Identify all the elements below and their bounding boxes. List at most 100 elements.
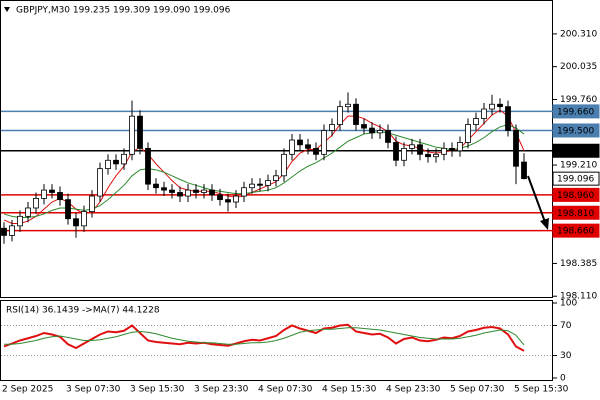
candle-body <box>265 180 271 186</box>
candle-body <box>1 227 7 236</box>
candle-body <box>145 147 151 185</box>
y-tick-label: 198.110 <box>560 292 597 302</box>
y-tick-label: 200.035 <box>560 62 597 72</box>
candle-body <box>297 139 303 146</box>
level-label-box <box>552 123 600 138</box>
candle-body <box>129 115 135 155</box>
level-label: 199.500 <box>557 126 594 136</box>
candle-body <box>401 147 407 161</box>
candle-body <box>49 189 55 193</box>
level-label: 199.330 <box>557 147 594 157</box>
level-label-box <box>552 171 600 186</box>
candle-body <box>513 130 519 167</box>
candle-body <box>417 144 423 155</box>
rsi-line <box>4 327 525 346</box>
level-label: 198.810 <box>557 209 594 219</box>
candle-body <box>89 195 95 212</box>
candle-body <box>209 189 215 196</box>
x-tick-label: 3 Sep 23:30 <box>194 385 249 395</box>
candle-body <box>329 124 335 131</box>
candle-body <box>233 195 239 203</box>
y-tick-label: 70 <box>560 321 572 331</box>
x-tick-label: 4 Sep 07:30 <box>258 385 313 395</box>
candle-body <box>337 106 343 125</box>
y-tick-label: 0 <box>560 374 566 384</box>
candle-body <box>425 153 431 158</box>
candle-body <box>321 130 327 155</box>
candle-body <box>193 189 199 193</box>
candle-body <box>473 118 479 125</box>
x-tick-label: 4 Sep 23:30 <box>386 385 441 395</box>
level-label-box <box>552 143 600 158</box>
candle-body <box>369 127 375 134</box>
candle-body <box>201 189 207 193</box>
candle-body <box>81 211 87 227</box>
level-label-box <box>552 223 600 238</box>
arrow-head <box>540 218 549 230</box>
x-tick-label: 5 Sep 15:30 <box>514 385 569 395</box>
candle-body <box>65 199 71 220</box>
candle-body <box>449 147 455 152</box>
candle-body <box>393 142 399 161</box>
candle-body <box>57 192 63 201</box>
price-panel <box>0 0 553 298</box>
candle-body <box>505 106 511 131</box>
candle-body <box>97 168 103 197</box>
candle-body <box>217 194 223 201</box>
title-marker <box>4 7 10 12</box>
candle-body <box>121 153 127 165</box>
candle-body <box>345 103 351 108</box>
candle-body <box>353 103 359 125</box>
candle-body <box>457 142 463 152</box>
candle-body <box>289 139 295 155</box>
candle-body <box>225 199 231 203</box>
candle-body <box>33 198 39 209</box>
rsi-title: RSI(14) 36.1439 ->MA(7) 44.1228 <box>6 306 160 316</box>
level-label: 198.960 <box>557 191 594 201</box>
candle-body <box>161 187 167 191</box>
candle-body <box>521 161 527 180</box>
candle-body <box>249 183 255 189</box>
candle-body <box>153 183 159 189</box>
candle-body <box>169 189 175 193</box>
chart-title: GBPJPY,M30 199.235 199.309 199.090 199.0… <box>16 6 231 16</box>
x-tick-label: 3 Sep 15:30 <box>130 385 185 395</box>
candle-body <box>313 147 319 155</box>
candle-body <box>177 192 183 197</box>
candle-body <box>257 183 263 186</box>
x-tick-label: 5 Sep 07:30 <box>450 385 505 395</box>
candle-body <box>433 153 439 158</box>
candle-body <box>489 103 495 110</box>
candle-body <box>9 225 15 236</box>
level-label-box <box>552 104 600 119</box>
level-label-box <box>552 187 600 202</box>
y-tick-label: 30 <box>560 351 572 361</box>
candle-body <box>25 207 31 217</box>
x-tick-label: 2 Sep 2025 <box>2 385 53 395</box>
candle-body <box>241 187 247 197</box>
candle-body <box>385 130 391 143</box>
candle-body <box>273 175 279 181</box>
candle-body <box>305 144 311 149</box>
y-tick-label: 199.760 <box>560 95 597 105</box>
arrow <box>527 175 546 223</box>
candle-body <box>73 218 79 227</box>
candle-body <box>17 215 23 227</box>
candle-body <box>113 159 119 165</box>
candle-body <box>41 189 47 199</box>
y-tick-label: 100 <box>560 299 577 309</box>
candle-body <box>481 108 487 119</box>
candle-body <box>281 153 287 177</box>
candle-body <box>137 115 143 149</box>
candle-body <box>497 103 503 108</box>
candle-body <box>105 159 111 170</box>
candle-body <box>441 147 447 155</box>
y-tick-label: 198.385 <box>560 259 597 269</box>
candle-body <box>361 124 367 129</box>
y-tick-label: 199.210 <box>560 161 597 171</box>
candle-body <box>377 130 383 134</box>
candle-body <box>185 189 191 197</box>
level-label-box <box>552 205 600 220</box>
level-label: 199.096 <box>557 175 594 185</box>
